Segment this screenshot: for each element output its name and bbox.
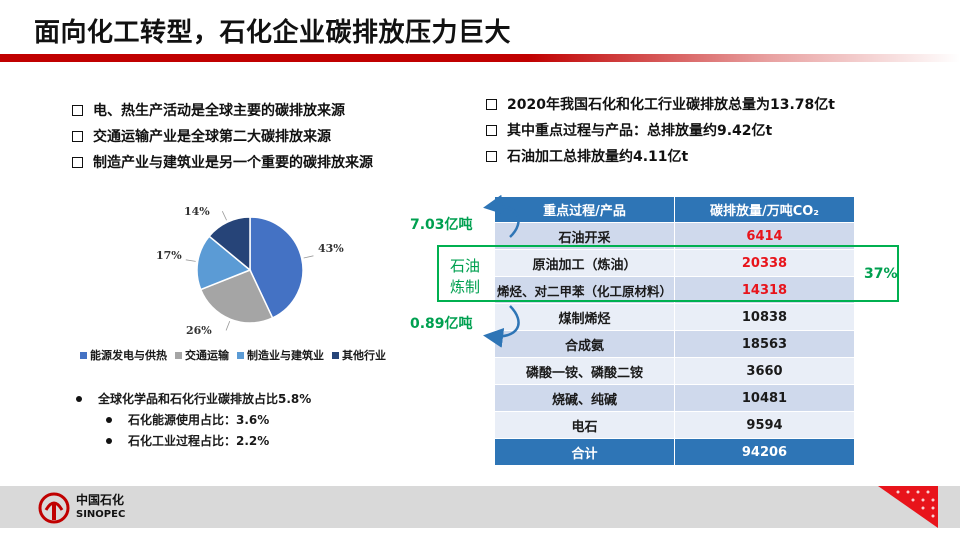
slide-title: 面向化工转型，石化企业碳排放压力巨大	[34, 18, 512, 48]
pie-leader-line	[303, 255, 314, 259]
pie-label-17: 17%	[156, 249, 182, 262]
table-cell-emission: 20338	[674, 249, 855, 277]
top-arrow-label: 7.03亿吨	[410, 217, 473, 233]
table-cell-emission: 10481	[674, 384, 855, 412]
legend-label: 其他行业	[342, 349, 386, 362]
note-list: 全球化学品和石化行业碳排放占比5.8% 石化能源使用占比：3.6% 石化工业过程…	[76, 388, 311, 451]
brand-cn: 中国石化	[76, 493, 125, 507]
table-row: 烯烃、对二甲苯（化工原材料） 14318	[494, 276, 855, 304]
checkbox-square-icon	[72, 130, 83, 142]
note-sub: 石化能源使用占比：3.6%	[106, 409, 311, 430]
table-total-cell: 合计	[494, 438, 675, 466]
bullet-dot-icon	[106, 416, 112, 423]
left-bullet-text: 交通运输产业是全球第二大碳排放来源	[93, 129, 331, 145]
pie-leader-line	[185, 259, 196, 262]
legend-swatch	[237, 351, 244, 359]
pie-label-26: 26%	[186, 324, 212, 337]
right-bullet: 2020年我国石化和化工行业碳排放总量为13.78亿t	[486, 91, 835, 117]
note-text: 石化工业过程占比：2.2%	[128, 434, 270, 448]
pie-label-43: 43%	[318, 242, 344, 255]
table-total-row: 合计 94206	[494, 438, 855, 466]
legend-swatch	[80, 351, 87, 359]
right-bullet-text: 石油加工总排放量约4.11亿t	[507, 149, 689, 165]
legend-item: 制造业与建筑业	[237, 347, 324, 363]
table-row: 电石 9594	[494, 411, 855, 439]
bottom-arrow-label: 0.89亿吨	[410, 316, 473, 332]
table-cell-emission: 18563	[674, 330, 855, 358]
bullet-dot-icon	[106, 437, 112, 444]
pie-leader-line	[225, 320, 231, 331]
legend-label: 能源发电与供热	[90, 349, 167, 362]
emission-table: 重点过程/产品 碳排放量/万吨CO₂ 石油开采 6414 原油加工（炼油） 20338…	[494, 196, 855, 466]
right-bullet-list: 2020年我国石化和化工行业碳排放总量为13.78亿t 其中重点过程与产品：总排…	[486, 91, 835, 169]
brand-logo-text: 中国石化 SINOPEC	[76, 494, 125, 521]
left-bullet: 制造产业与建筑业是另一个重要的碳排放来源	[72, 149, 373, 175]
legend-item: 能源发电与供热	[80, 347, 167, 363]
bullet-dot-icon	[76, 395, 82, 402]
table-row: 合成氨 18563	[494, 330, 855, 358]
table-cell-emission: 9594	[674, 411, 855, 439]
table-cell-process: 原油加工（炼油）	[494, 249, 675, 277]
note-sub: 石化工业过程占比：2.2%	[106, 430, 311, 451]
left-bullet-text: 电、热生产活动是全球主要的碳排放来源	[93, 103, 345, 119]
table-cell-process: 烧碱、纯碱	[494, 384, 675, 412]
right-bullet: 其中重点过程与产品：总排放量约9.42亿t	[486, 117, 835, 143]
table-row: 原油加工（炼油） 20338	[494, 249, 855, 277]
footer-bar	[0, 486, 960, 528]
legend-item: 交通运输	[175, 347, 229, 363]
table-header-cell: 碳排放量/万吨CO₂	[674, 196, 855, 223]
note-text: 全球化学品和石化行业碳排放占比5.8%	[98, 392, 312, 406]
table-header-row: 重点过程/产品 碳排放量/万吨CO₂	[494, 196, 855, 223]
table-total-cell: 94206	[674, 438, 855, 466]
right-bullet-text: 2020年我国石化和化工行业碳排放总量为13.78亿t	[507, 97, 835, 113]
group-label-line: 炼制	[450, 278, 481, 296]
table-row: 烧碱、纯碱 10481	[494, 384, 855, 412]
table-header-cell: 重点过程/产品	[494, 196, 675, 223]
group-label: 石油 炼制	[450, 256, 480, 298]
right-bullet: 石油加工总排放量约4.11亿t	[486, 143, 835, 169]
right-bullet-text: 其中重点过程与产品：总排放量约9.42亿t	[507, 123, 773, 139]
table-cell-emission: 3660	[674, 357, 855, 385]
checkbox-square-icon	[72, 156, 83, 168]
left-bullet: 交通运输产业是全球第二大碳排放来源	[72, 123, 373, 149]
pie-label-14: 14%	[184, 205, 210, 218]
pie-slice-0	[249, 216, 304, 319]
legend-swatch	[175, 351, 182, 359]
table-cell-process: 合成氨	[494, 330, 675, 358]
sinopec-logo-icon	[38, 492, 70, 524]
table-cell-process: 电石	[494, 411, 675, 439]
table-cell-process: 煤制烯烃	[494, 303, 675, 331]
table-cell-emission: 14318	[674, 276, 855, 304]
brand-en: SINOPEC	[76, 509, 126, 520]
note-main: 全球化学品和石化行业碳排放占比5.8%	[76, 388, 311, 409]
pie-slice-1	[199, 269, 274, 324]
footer-red-decor	[878, 486, 938, 528]
legend-label: 制造业与建筑业	[247, 349, 324, 362]
left-bullet-list: 电、热生产活动是全球主要的碳排放来源 交通运输产业是全球第二大碳排放来源 制造产…	[72, 97, 373, 175]
left-bullet-text: 制造产业与建筑业是另一个重要的碳排放来源	[93, 155, 373, 171]
pie-slice-3	[208, 216, 251, 272]
table-row: 磷酸一铵、磷酸二铵 3660	[494, 357, 855, 385]
note-text: 石化能源使用占比：3.6%	[128, 413, 270, 427]
title-underline	[0, 54, 960, 62]
table-row: 煤制烯烃 10838	[494, 303, 855, 331]
legend-item: 其他行业	[332, 347, 386, 363]
table-cell-process: 磷酸一铵、磷酸二铵	[494, 357, 675, 385]
pie-slice-2	[196, 235, 252, 291]
pie-leader-line	[221, 211, 227, 221]
share-percent: 37%	[864, 266, 898, 282]
checkbox-square-icon	[72, 104, 83, 116]
checkbox-square-icon	[486, 150, 497, 162]
legend-label: 交通运输	[185, 349, 229, 362]
table-cell-emission: 10838	[674, 303, 855, 331]
checkbox-square-icon	[486, 124, 497, 136]
legend-swatch	[332, 351, 339, 359]
checkbox-square-icon	[486, 98, 497, 110]
pie-legend: 能源发电与供热 交通运输 制造业与建筑业 其他行业	[80, 347, 386, 363]
group-label-line: 石油	[450, 257, 481, 275]
left-bullet: 电、热生产活动是全球主要的碳排放来源	[72, 97, 373, 123]
refining-highlight-box	[437, 245, 899, 302]
